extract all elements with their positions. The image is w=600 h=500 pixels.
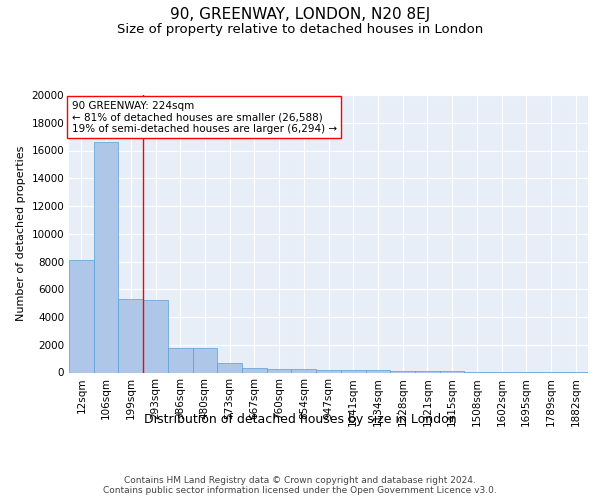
Text: 90 GREENWAY: 224sqm
← 81% of detached houses are smaller (26,588)
19% of semi-de: 90 GREENWAY: 224sqm ← 81% of detached ho… bbox=[71, 100, 337, 134]
Bar bbox=[242, 368, 267, 372]
Bar bbox=[168, 348, 193, 372]
Bar bbox=[94, 142, 118, 372]
Bar bbox=[316, 370, 341, 372]
Bar bbox=[341, 370, 365, 372]
Bar bbox=[292, 370, 316, 372]
Text: Contains HM Land Registry data © Crown copyright and database right 2024.
Contai: Contains HM Land Registry data © Crown c… bbox=[103, 476, 497, 495]
Bar bbox=[390, 370, 415, 372]
Text: Size of property relative to detached houses in London: Size of property relative to detached ho… bbox=[117, 22, 483, 36]
Bar bbox=[69, 260, 94, 372]
Bar bbox=[217, 363, 242, 372]
Text: 90, GREENWAY, LONDON, N20 8EJ: 90, GREENWAY, LONDON, N20 8EJ bbox=[170, 8, 430, 22]
Bar bbox=[415, 371, 440, 372]
Text: Distribution of detached houses by size in London: Distribution of detached houses by size … bbox=[143, 412, 457, 426]
Bar bbox=[118, 299, 143, 372]
Bar bbox=[267, 368, 292, 372]
Bar bbox=[143, 300, 168, 372]
Y-axis label: Number of detached properties: Number of detached properties bbox=[16, 146, 26, 322]
Bar bbox=[193, 348, 217, 372]
Bar bbox=[365, 370, 390, 372]
